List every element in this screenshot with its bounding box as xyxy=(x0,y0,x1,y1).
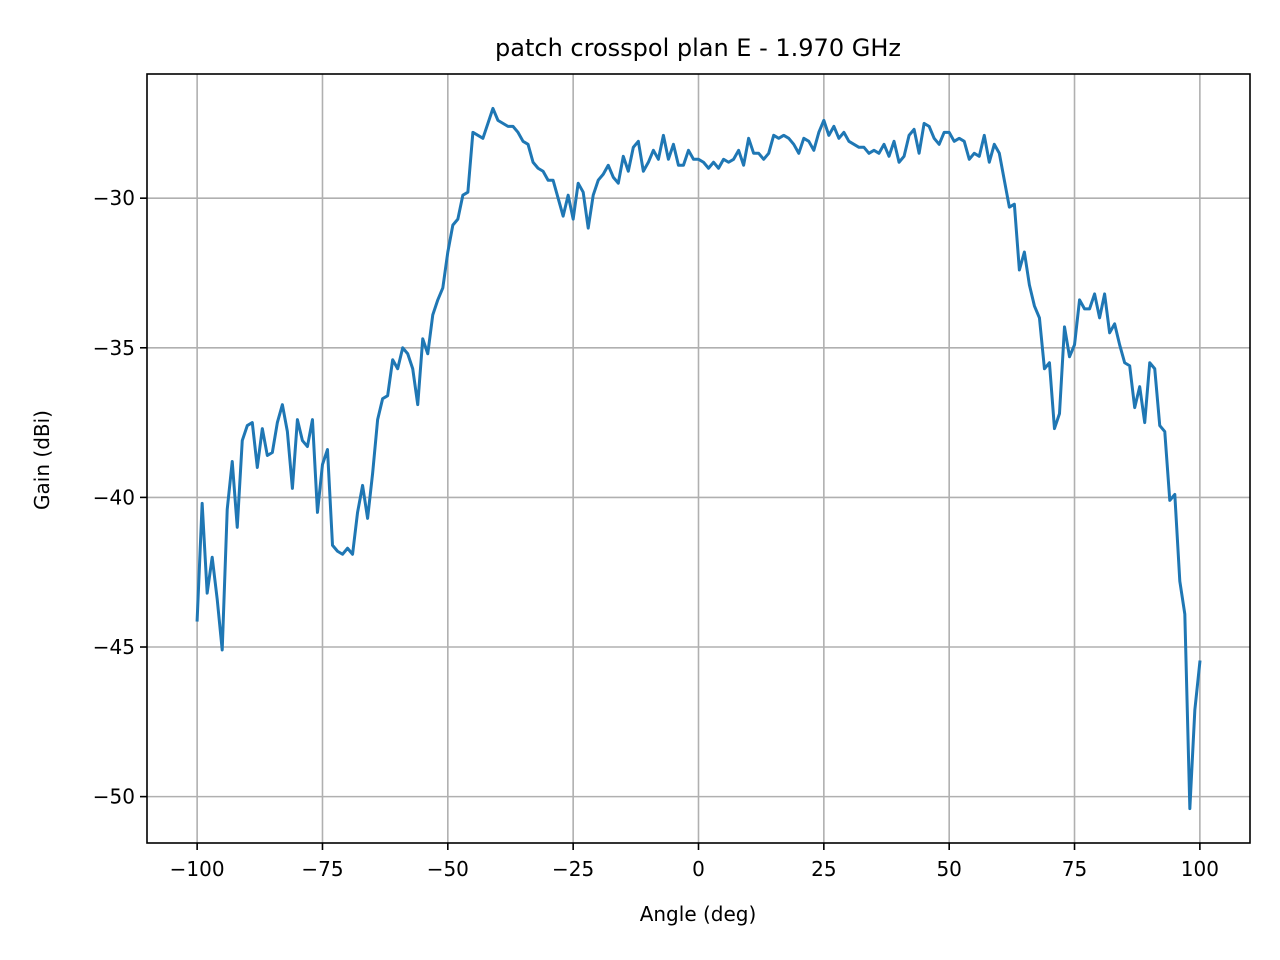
series-layer xyxy=(195,106,1202,811)
x-tick-label: −25 xyxy=(552,857,594,881)
x-tick-label: 25 xyxy=(811,857,836,881)
y-tick-label: −45 xyxy=(93,635,135,659)
x-tick-label: 0 xyxy=(692,857,705,881)
x-tick-label: 50 xyxy=(936,857,961,881)
x-tick-label: −75 xyxy=(301,857,343,881)
y-tick-label: −40 xyxy=(93,485,135,509)
x-tick-label: −50 xyxy=(427,857,469,881)
x-tick-label: −100 xyxy=(170,857,225,881)
y-tick-label: −50 xyxy=(93,785,135,809)
x-axis-label: Angle (deg) xyxy=(640,902,757,926)
chart-title: patch crosspol plan E - 1.970 GHz xyxy=(495,34,901,62)
x-tick-label: 75 xyxy=(1062,857,1087,881)
grid xyxy=(147,74,1250,843)
y-axis: −50 −45 −40 −35 −30 xyxy=(93,186,147,809)
x-axis: −100 −75 −50 −25 0 25 50 75 100 xyxy=(170,843,1219,881)
y-axis-label: Gain (dBi) xyxy=(30,410,54,510)
series-line xyxy=(195,106,1202,811)
y-tick-label: −30 xyxy=(93,186,135,210)
x-tick-label: 100 xyxy=(1181,857,1219,881)
y-tick-label: −35 xyxy=(93,336,135,360)
